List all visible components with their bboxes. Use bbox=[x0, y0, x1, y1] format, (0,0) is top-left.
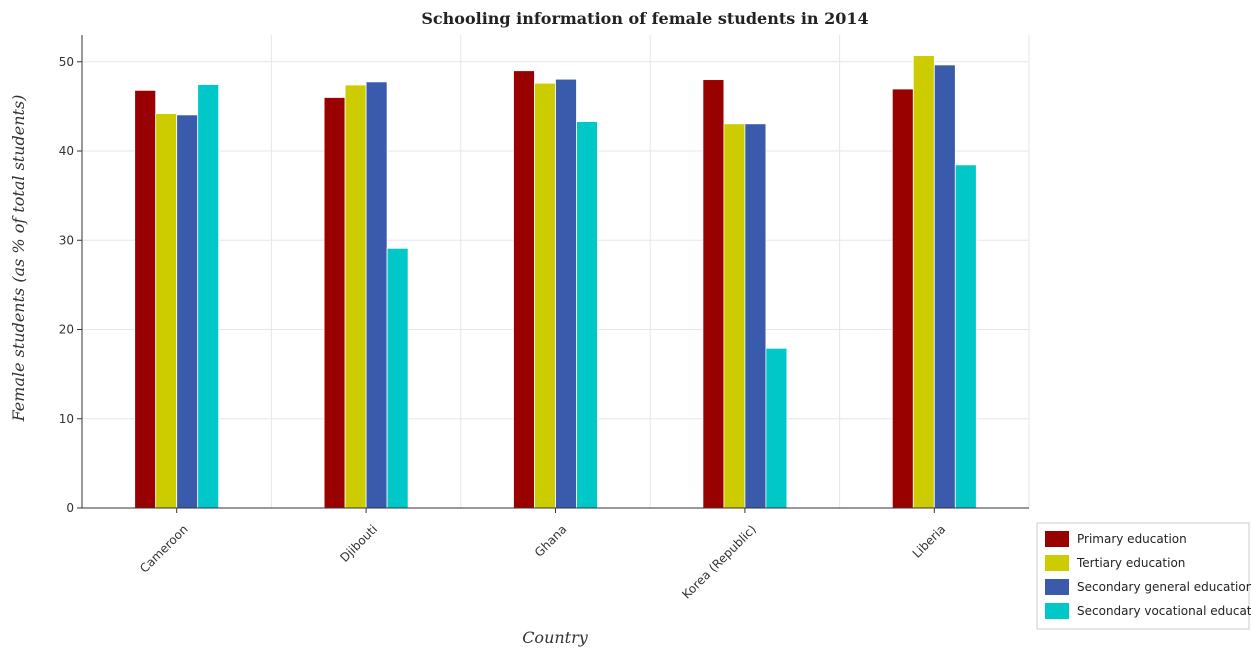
y-tick-label: 50 bbox=[59, 55, 74, 69]
bar-primary-education-korea-republic- bbox=[702, 79, 725, 509]
bar-secondary-general-education-liberia bbox=[933, 64, 956, 509]
bar-tertiary-education-ghana bbox=[534, 82, 556, 509]
bar-secondary-vocational-education-cameroon bbox=[197, 84, 220, 509]
legend-swatch bbox=[1045, 555, 1069, 571]
y-tick-label: 40 bbox=[59, 144, 74, 158]
bars bbox=[134, 55, 977, 509]
x-axis-label: Country bbox=[522, 628, 589, 647]
bar-tertiary-education-djibouti bbox=[344, 84, 367, 509]
bar-secondary-general-education-ghana bbox=[555, 78, 577, 509]
legend-label: Secondary vocational education bbox=[1077, 604, 1251, 618]
bar-primary-education-ghana bbox=[513, 70, 535, 509]
bar-secondary-vocational-education-ghana bbox=[576, 121, 598, 509]
bar-tertiary-education-cameroon bbox=[155, 113, 178, 509]
legend-label: Primary education bbox=[1077, 532, 1187, 546]
legend-box bbox=[1036, 522, 1250, 630]
legend-swatch bbox=[1045, 531, 1069, 547]
legend-label: Secondary general education bbox=[1077, 580, 1251, 594]
bar-secondary-general-education-korea-republic- bbox=[744, 123, 767, 509]
legend-swatch bbox=[1045, 603, 1069, 619]
bar-tertiary-education-korea-republic- bbox=[723, 123, 746, 509]
y-axis-label: Female students (as % of total students) bbox=[9, 95, 28, 423]
y-tick-label: 0 bbox=[66, 501, 74, 515]
bar-primary-education-liberia bbox=[891, 88, 914, 509]
legend: Primary education Tertiary education Secon… bbox=[1036, 522, 1251, 630]
legend-swatch bbox=[1045, 579, 1069, 595]
legend-label: Tertiary education bbox=[1076, 556, 1185, 570]
bar-secondary-vocational-education-djibouti bbox=[386, 247, 409, 509]
chart-title: Schooling information of female students… bbox=[421, 9, 868, 28]
bar-secondary-general-education-djibouti bbox=[365, 81, 388, 509]
bar-primary-education-cameroon bbox=[134, 89, 157, 509]
y-tick-label: 10 bbox=[59, 412, 74, 426]
y-tick-label: 30 bbox=[59, 233, 74, 247]
bar-secondary-general-education-cameroon bbox=[176, 114, 199, 509]
bar-secondary-vocational-education-liberia bbox=[954, 164, 977, 509]
bar-primary-education-djibouti bbox=[323, 97, 346, 509]
bar-secondary-vocational-education-korea-republic- bbox=[765, 347, 788, 509]
y-tick-label: 20 bbox=[59, 323, 74, 337]
bar-tertiary-education-liberia bbox=[912, 55, 935, 509]
